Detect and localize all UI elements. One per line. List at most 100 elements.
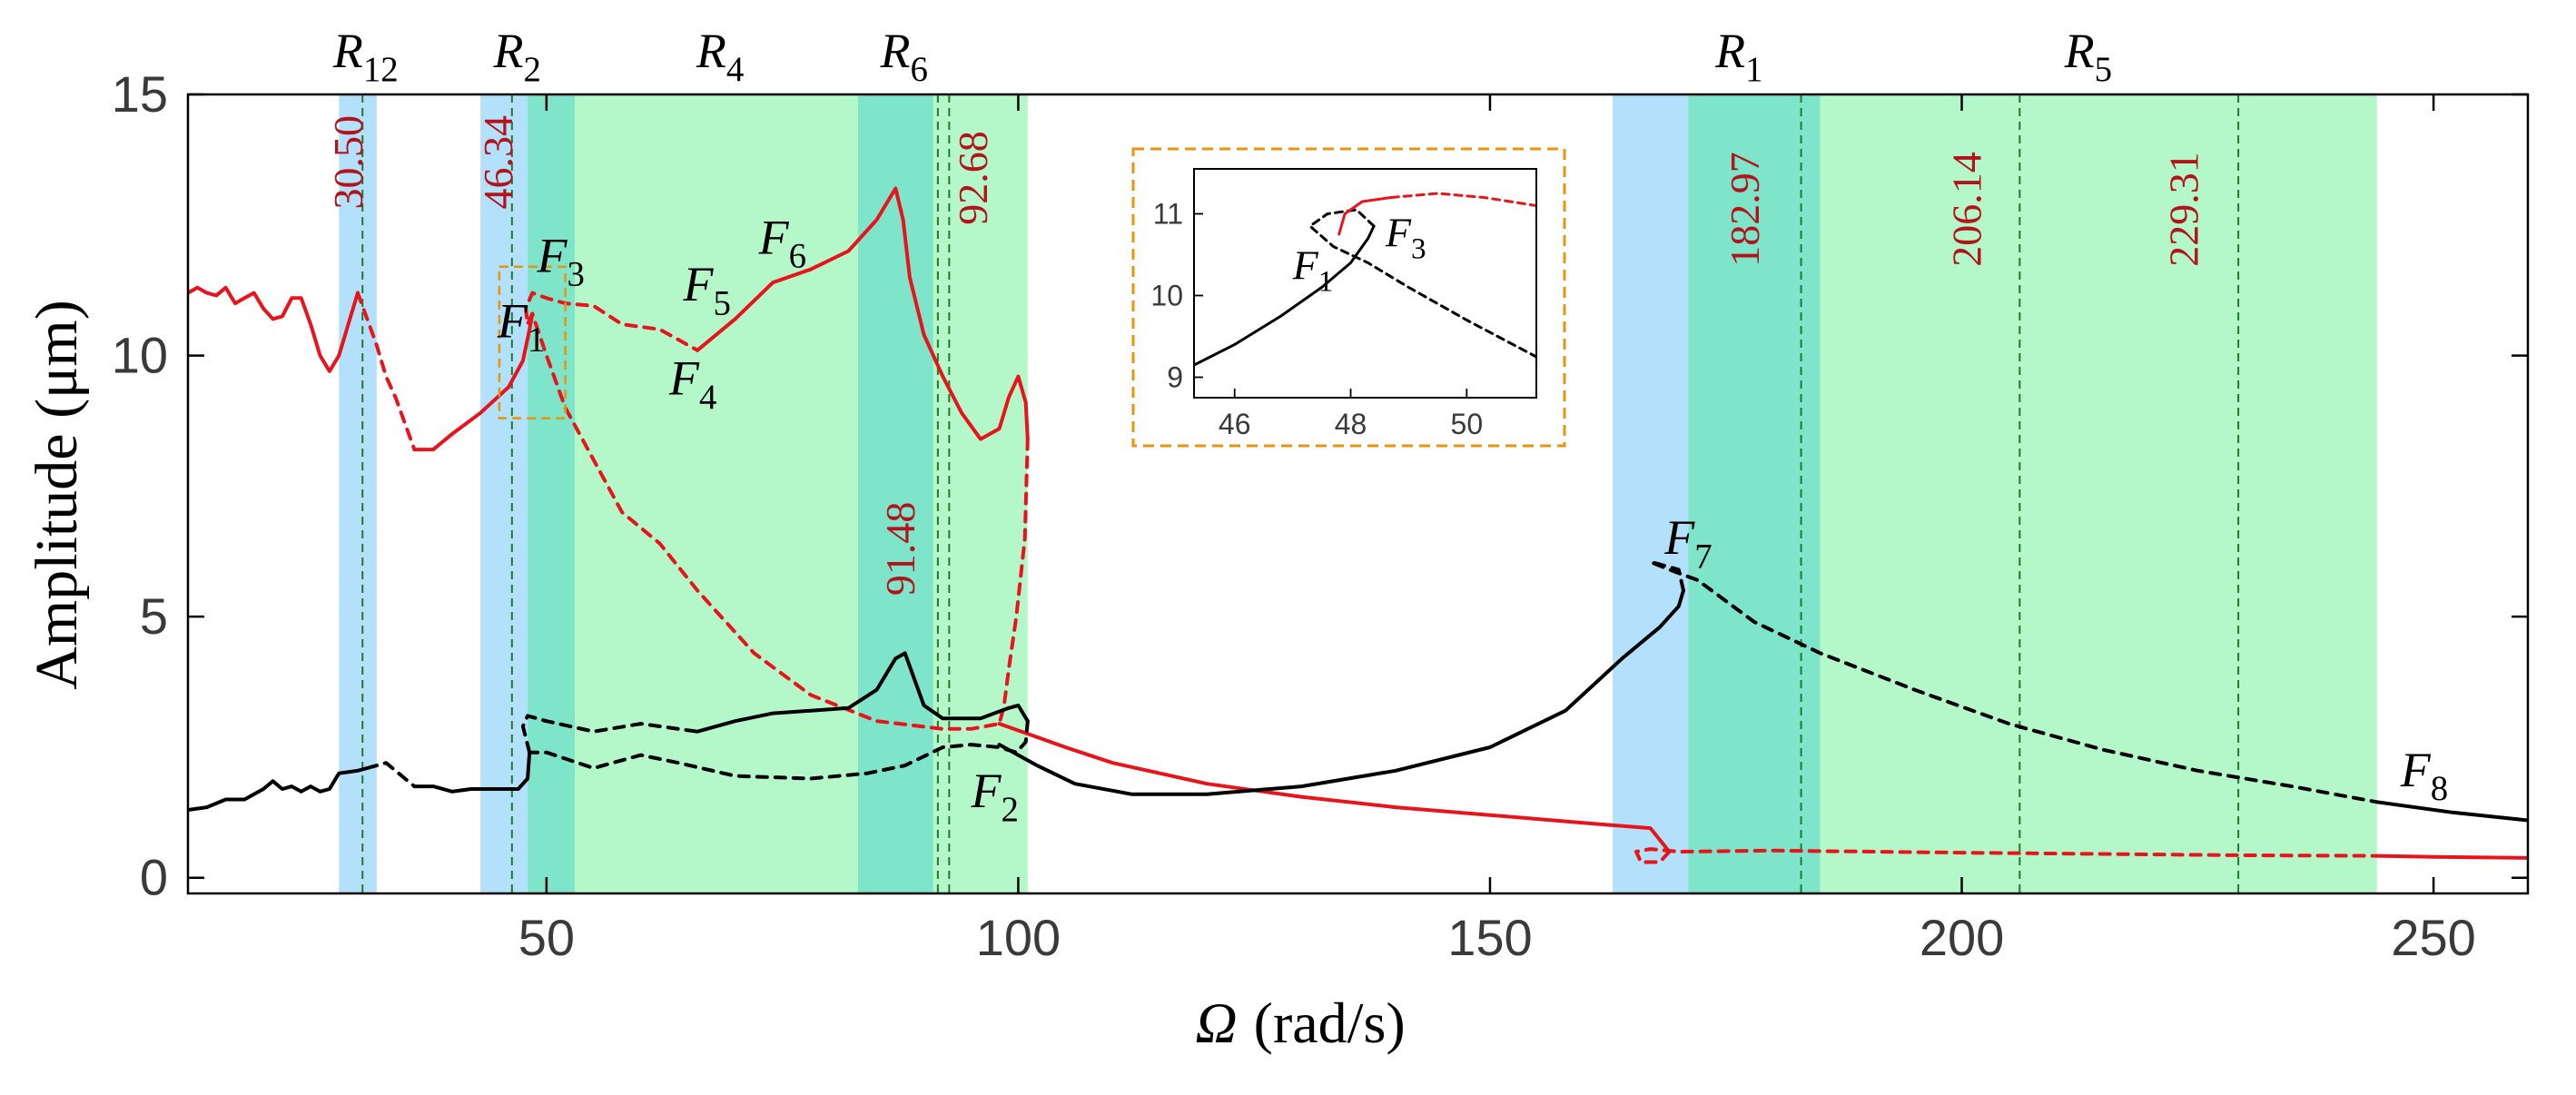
region-label-r6: R6 <box>880 24 928 89</box>
curve-lower-unstable-a <box>365 761 417 789</box>
point-label-f4: F4 <box>668 351 716 417</box>
y-tick-label: 15 <box>112 65 168 123</box>
region-label-r2-sub: 2 <box>523 50 540 89</box>
inset-curve-inset-black-stable <box>1194 224 1376 367</box>
inset-x-tick-label: 48 <box>1335 408 1367 440</box>
inset-point-label-f1: F1 <box>1292 242 1334 299</box>
region-label-r2-base: R <box>492 24 523 78</box>
point-label-f5: F5 <box>683 257 731 322</box>
inset-curve-inset-red-stable <box>1337 196 1393 236</box>
inset-y-tick-label: 11 <box>1153 198 1183 231</box>
inset-curve-inset-red-dashed <box>1389 192 1536 207</box>
y-axis-label: Amplitude (μm) <box>24 300 90 689</box>
curve-lower-unstable-b1 <box>520 714 700 755</box>
band-r12 <box>339 94 377 893</box>
curve-upper-stable-c <box>696 186 1030 441</box>
point-label-f6: F6 <box>758 210 806 275</box>
point-label-f4-sub: 4 <box>699 378 716 417</box>
curve-upper-unstable-d <box>1634 847 2379 864</box>
frequency-value-label: 30.50 <box>325 115 371 210</box>
region-label-r4: R4 <box>696 24 744 89</box>
point-label-f5-base: F <box>683 257 715 311</box>
region-label-r5: R5 <box>2064 24 2112 89</box>
point-label-f4-base: F <box>668 351 700 406</box>
point-label-f7-base: F <box>1663 510 1695 565</box>
band-r4 <box>575 94 858 893</box>
x-tick-label: 200 <box>1920 909 2004 966</box>
curve-lower-stable-c <box>696 651 1030 734</box>
region-label-r4-sub: 4 <box>726 50 744 89</box>
region-label-r1-base: R <box>1714 24 1745 78</box>
region-label-r12: R12 <box>332 24 399 89</box>
y-tick-label: 0 <box>140 849 168 906</box>
y-tick-label: 5 <box>140 587 168 645</box>
plot-frame <box>186 93 2530 895</box>
frequency-value-label: 206.14 <box>1943 152 1989 267</box>
x-axis-label: Ω (rad/s) <box>1195 991 1405 1055</box>
point-label-f3-sub: 3 <box>567 255 584 294</box>
point-label-f1-sub: 1 <box>528 321 545 360</box>
inset-y-tick-label: 9 <box>1167 361 1183 394</box>
inset-border <box>1131 147 1566 448</box>
band-r1 <box>1613 94 1689 893</box>
band-r5 <box>1820 94 2377 893</box>
curve-upper-stable-b <box>412 311 535 452</box>
curve-lower-stable-e <box>2374 800 2528 823</box>
inset-point-label-f3: F3 <box>1385 210 1426 266</box>
point-label-f8: F8 <box>2400 743 2448 808</box>
x-tick-label: 250 <box>2391 909 2475 966</box>
inset-point-label-f1-base: F <box>1292 242 1319 289</box>
point-label-f2: F2 <box>970 764 1018 829</box>
inset-x-tick-label: 46 <box>1219 408 1251 440</box>
curve-lower-stable-d <box>997 588 1685 796</box>
band-r2 <box>528 94 576 893</box>
inset-frame <box>1193 168 1537 399</box>
point-label-f8-base: F <box>2400 743 2432 797</box>
inset-point-label-f3-sub: 3 <box>1411 232 1426 265</box>
curve-lower-stable-b <box>412 750 532 794</box>
point-label-f8-sub: 8 <box>2431 769 2448 808</box>
inset-y-tick-label: 10 <box>1150 280 1183 312</box>
point-label-f5-sub: 5 <box>714 283 731 322</box>
point-label-f2-base: F <box>970 764 1002 818</box>
point-label-f7: F7 <box>1663 510 1712 576</box>
region-label-r6-base: R <box>880 24 911 78</box>
curve-upper-unstable-b <box>524 291 700 352</box>
frequency-value-label: 91.48 <box>877 502 923 597</box>
curve-upper-stable-e <box>2374 853 2528 860</box>
frequency-value-label: 182.97 <box>1722 152 1768 267</box>
zoom-box <box>498 265 567 419</box>
region-label-r2: R2 <box>492 24 540 89</box>
band-r2 <box>480 94 528 893</box>
x-tick-label: 100 <box>976 909 1061 966</box>
band-r1 <box>1688 94 1821 893</box>
region-label-r4-base: R <box>696 24 726 78</box>
region-label-r5-base: R <box>2064 24 2095 78</box>
inset-x-tick-label: 50 <box>1451 408 1484 440</box>
x-axis-symbol: Ω <box>1195 991 1237 1055</box>
point-label-f3-base: F <box>536 229 568 283</box>
curve-lower-unstable-c <box>1648 559 2379 804</box>
region-label-r5-sub: 5 <box>2095 50 2112 89</box>
x-axis-unit: (rad/s) <box>1254 991 1406 1055</box>
region-label-r1-sub: 1 <box>1745 50 1762 89</box>
point-label-f6-sub: 6 <box>789 237 806 276</box>
inset-curves <box>1194 192 1536 367</box>
point-label-f2-sub: 2 <box>1001 790 1018 829</box>
response-curves <box>188 186 2528 864</box>
reference-lines <box>361 94 2240 893</box>
inset-point-label-f1-sub: 1 <box>1318 264 1334 298</box>
region-label-r1: R1 <box>1714 24 1762 89</box>
zoom-region-box <box>498 265 567 419</box>
region-label-r12-sub: 12 <box>363 50 399 89</box>
curve-upper-stable-d <box>997 722 1672 853</box>
frequency-value-label: 229.31 <box>2160 152 2206 267</box>
inset-ticks: 46 48 50 9 10 11 <box>1150 198 1483 441</box>
y-tick-label: 10 <box>112 327 168 384</box>
point-label-f6-base: F <box>758 210 790 264</box>
point-label-f3: F3 <box>536 229 584 294</box>
curve-upper-unstable-a <box>356 291 417 452</box>
